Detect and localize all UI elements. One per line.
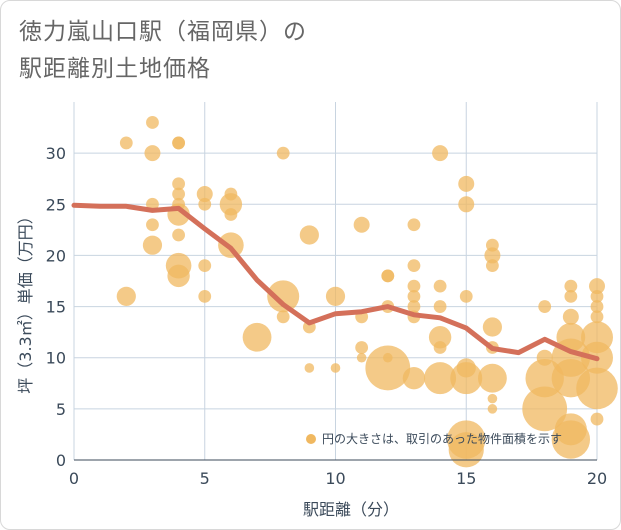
bubble-point (562, 308, 579, 325)
axes: 0 5 10 15 20 0 5 10 15 20 25 30 (46, 144, 608, 488)
bubble-point (172, 228, 186, 242)
average-line-series (71, 202, 600, 362)
bubble-point (487, 393, 498, 404)
bubble-point (482, 317, 502, 337)
x-axis-title: 駅距離（分） (303, 500, 399, 519)
bubble-point (325, 286, 346, 306)
bubble-point (172, 177, 186, 191)
bubble-point (276, 146, 290, 160)
bubble-point (196, 186, 213, 203)
bubble-point (433, 341, 447, 354)
legend-text: 円の大きさは、取引のあった物件面積を示す (322, 431, 562, 446)
y-tick-label: 0 (56, 451, 66, 470)
bubble-point (167, 264, 190, 288)
bubble-point (355, 341, 369, 354)
bubble-point (407, 218, 421, 232)
bubble-series (116, 116, 618, 468)
y-tick-label: 5 (56, 400, 66, 419)
x-tick-label: 15 (456, 469, 476, 488)
bubble-point (402, 366, 426, 390)
y-tick-label: 30 (46, 144, 66, 163)
bubble-point (551, 420, 591, 459)
bubble-point (407, 259, 421, 273)
bubble-point (432, 145, 449, 162)
bubble-point (478, 363, 507, 393)
bubble-point (172, 187, 186, 201)
bubble-point (242, 322, 272, 352)
chart-title-line1: 徳力嵐山口駅（福岡県）の (19, 19, 307, 45)
bubble-point (381, 269, 395, 283)
bubble-point (590, 310, 604, 324)
bubble-point (522, 386, 568, 432)
bubble-point (116, 286, 136, 306)
bubble-point (198, 259, 212, 273)
y-tick-label: 25 (46, 195, 66, 214)
bubble-point (450, 362, 483, 395)
x-tick-label: 20 (587, 469, 607, 488)
bubble-point (224, 208, 238, 221)
bubble-point (589, 278, 605, 295)
bubble-point (590, 412, 604, 426)
y-tick-label: 10 (46, 349, 66, 368)
bubble-point (564, 279, 578, 293)
bubble-point (433, 300, 447, 313)
bubble-point (146, 116, 159, 129)
legend: 円の大きさは、取引のあった物件面積を示す (306, 431, 562, 446)
legend-marker (306, 434, 316, 444)
bubble-point (172, 136, 186, 150)
y-tick-label: 20 (46, 246, 66, 265)
y-axis-title: 坪（3.3㎡）単価（万円） (16, 208, 35, 393)
bubble-point (458, 196, 475, 213)
bubble-point (356, 352, 367, 363)
bubble-point (484, 247, 501, 264)
bubble-point (299, 225, 319, 245)
bubble-point (538, 300, 552, 313)
x-tick-label: 0 (69, 469, 79, 488)
bubble-point (407, 279, 421, 293)
bubble-point (459, 289, 473, 303)
bubble-point (428, 326, 452, 349)
y-tick-label: 15 (46, 298, 66, 317)
bubble-point (304, 363, 315, 373)
bubble-point (353, 216, 370, 233)
bubble-point (407, 289, 421, 303)
bubble-point (365, 345, 411, 391)
bubble-point (198, 289, 212, 303)
x-tick-label: 5 (200, 469, 210, 488)
bubble-point (458, 175, 475, 192)
bubble-point (144, 145, 161, 162)
bubble-point (424, 362, 457, 395)
bubble-point (198, 197, 212, 211)
bubble-point (142, 235, 163, 255)
bubble-point (276, 310, 290, 324)
chart-title-line2: 駅距離別土地価格 (19, 56, 211, 82)
bubble-point (448, 432, 484, 468)
average-price-line (71, 202, 600, 362)
bubble-point (330, 363, 341, 373)
bubble-point (486, 259, 499, 273)
bubble-point (590, 289, 604, 303)
bubble-point (590, 300, 604, 313)
bubble-point (119, 136, 133, 150)
grid (73, 102, 598, 461)
bubble-point (433, 279, 447, 293)
bubble-point (267, 280, 300, 313)
bubble-point (564, 289, 578, 303)
bubble-point (487, 404, 498, 414)
x-tick-label: 10 (325, 469, 345, 488)
bubble-point (576, 367, 618, 410)
bubble-point (219, 193, 243, 216)
bubble-point (407, 300, 421, 313)
bubble-point (146, 218, 159, 232)
